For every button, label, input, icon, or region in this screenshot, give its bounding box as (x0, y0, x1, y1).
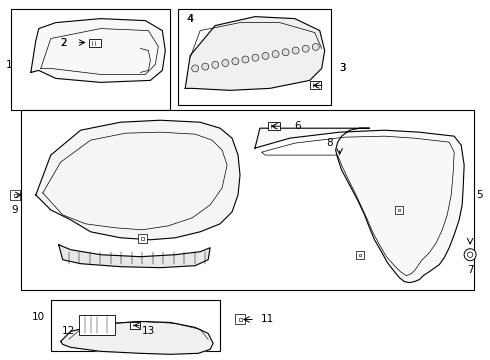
Bar (239, 319, 242, 321)
Text: 4: 4 (187, 14, 194, 24)
Text: 4: 4 (187, 14, 193, 24)
Text: 13: 13 (142, 327, 155, 336)
Bar (21, 110, 474, 289)
Circle shape (212, 61, 219, 68)
Text: 3: 3 (339, 63, 346, 73)
Circle shape (312, 44, 319, 50)
Text: 12: 12 (62, 327, 75, 336)
Bar (235, 315, 245, 324)
Bar (395, 206, 403, 214)
Text: 1: 1 (5, 60, 12, 71)
Bar (14, 194, 17, 197)
Text: 11: 11 (261, 314, 274, 324)
Text: 2: 2 (61, 37, 67, 48)
Circle shape (252, 54, 259, 61)
Bar (398, 209, 400, 211)
Bar (11, 9, 171, 110)
Circle shape (232, 58, 239, 65)
Polygon shape (185, 17, 325, 90)
Circle shape (222, 59, 229, 67)
Bar (10, 190, 20, 200)
Bar (130, 323, 141, 329)
Text: 5: 5 (476, 190, 483, 200)
Text: 7: 7 (467, 265, 473, 275)
Text: 2: 2 (60, 37, 67, 48)
Polygon shape (36, 120, 240, 240)
Text: 9: 9 (12, 205, 18, 215)
Bar (359, 254, 361, 256)
Circle shape (262, 53, 269, 59)
Bar (268, 122, 280, 130)
Circle shape (202, 63, 209, 70)
Polygon shape (31, 19, 165, 82)
Bar (356, 251, 364, 259)
Text: 8: 8 (326, 138, 333, 148)
Circle shape (467, 252, 473, 257)
Text: 6: 6 (294, 121, 301, 131)
Circle shape (292, 47, 299, 54)
Bar (310, 81, 321, 89)
Bar (89, 39, 100, 46)
Circle shape (302, 45, 309, 52)
Polygon shape (61, 321, 213, 354)
Text: 3: 3 (340, 63, 345, 73)
Circle shape (272, 51, 279, 58)
Circle shape (282, 49, 289, 56)
Bar (78, 315, 115, 336)
Bar (142, 237, 145, 240)
Circle shape (464, 249, 476, 261)
Polygon shape (255, 128, 464, 283)
Polygon shape (59, 245, 210, 268)
Bar (51, 300, 220, 351)
Text: 10: 10 (32, 312, 46, 323)
Bar (178, 9, 331, 105)
Circle shape (242, 56, 249, 63)
Bar (138, 234, 147, 243)
Circle shape (192, 65, 198, 72)
